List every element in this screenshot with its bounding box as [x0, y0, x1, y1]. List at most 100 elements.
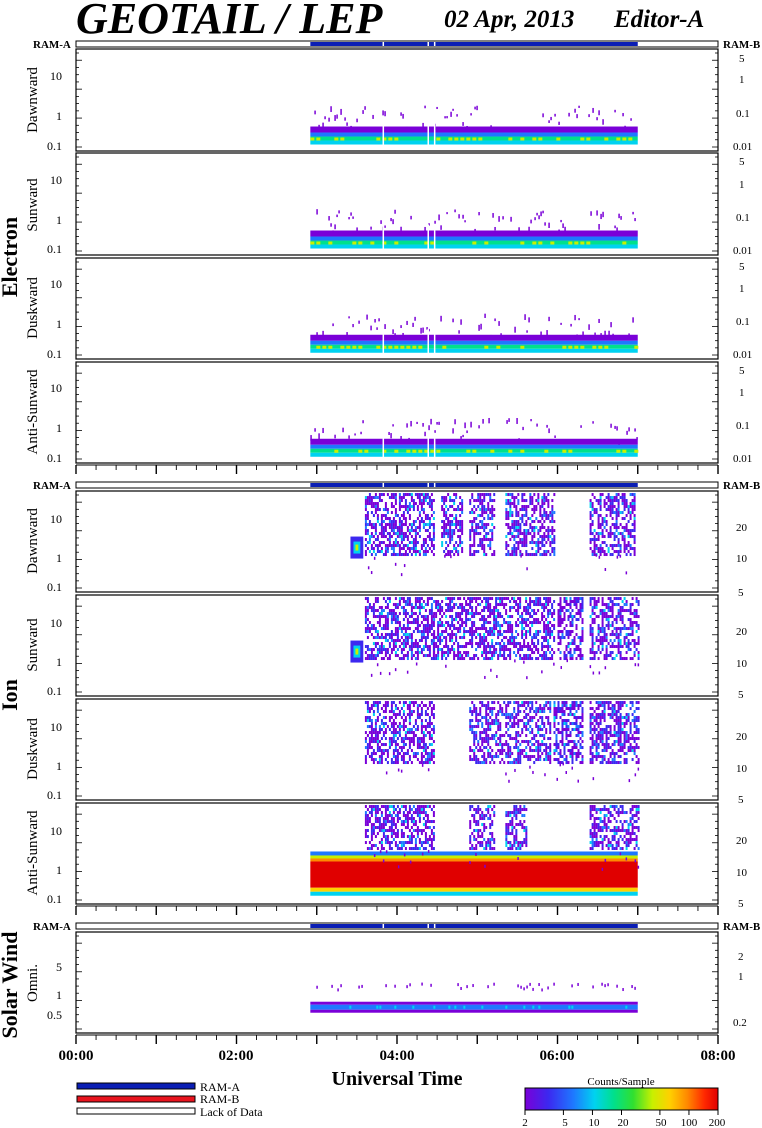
band-green	[310, 344, 638, 349]
right-tick-label-e1-c: 0.1	[736, 212, 750, 224]
right-tick-label-i3-c: 5	[738, 898, 744, 910]
panel-label-ion-dawnward: Dawnward	[25, 508, 41, 574]
y-tick-label-i2-b: 1	[56, 759, 62, 773]
gap-1	[427, 224, 429, 251]
panel-ticks-8	[76, 935, 718, 1030]
ion-burst-4	[589, 493, 636, 575]
legend-swatch-lack	[76, 1107, 196, 1115]
right-tick-label-e3-d: 0.01	[733, 453, 752, 465]
gap-2	[433, 120, 436, 147]
right-tick-label-s0-b: 1	[738, 971, 744, 983]
legend-label-ram-b: RAM-B	[200, 1092, 239, 1106]
sw-band-purple	[310, 1001, 638, 1005]
gap-2	[433, 224, 436, 251]
band-cyan	[310, 348, 638, 353]
y-tick-label-i1-b: 1	[56, 655, 62, 669]
sat-top-blue	[310, 851, 638, 856]
right-tick-label-s0-c: 0.2	[733, 1017, 747, 1029]
y-tick-label-e1-a: 10	[50, 173, 62, 187]
y-tick-label-i1-a: 10	[50, 616, 62, 630]
y-tick-label-e3-a: 10	[50, 381, 62, 395]
right-tick-label-e3-b: 1	[739, 387, 745, 399]
panel-label-electron-dawnward: Dawnward	[25, 67, 41, 133]
figure-editor: Editor-A	[613, 6, 704, 33]
status-gap-0-2	[433, 42, 436, 46]
y-tick-label-s0-a: 5	[56, 960, 62, 974]
y-tick-label-e2-b: 1	[56, 317, 62, 331]
ion-blob	[350, 536, 364, 559]
x-tick-label-3: 06:00	[540, 1048, 575, 1064]
band-blue	[310, 236, 638, 241]
y-tick-label-e2-a: 10	[50, 277, 62, 291]
ion-burst-2	[553, 701, 584, 783]
colorbar-ticks	[524, 1110, 719, 1115]
panel-frame-2	[75, 257, 719, 360]
ion-burst-2	[469, 493, 496, 557]
figure-date: 02 Apr, 2013	[444, 6, 574, 33]
panel-data-0	[310, 105, 638, 147]
y-tick-label-e2-c: 0.1	[47, 347, 62, 361]
x-tick-label-1: 02:00	[219, 1048, 254, 1064]
right-tick-label-e1-a: 5	[739, 156, 745, 168]
gap-0	[382, 120, 385, 147]
ion-burst-3	[505, 493, 556, 571]
ion-burst-1	[433, 597, 556, 680]
y-tick-label-e1-b: 1	[56, 213, 62, 227]
right-tick-label-e0-c: 0.1	[736, 108, 750, 120]
panel-ion-sunward: Sunward 10 1 0.1 20 10 5	[25, 616, 748, 701]
y-tick-label-e0-b: 1	[56, 109, 62, 123]
colorbar-tick-label-6: 200	[709, 1117, 726, 1128]
status-right-label-ion: RAM-B	[723, 480, 761, 492]
right-tick-label-e3-c: 0.1	[736, 420, 750, 432]
y-tick-label-s0-c: 0.5	[47, 1008, 62, 1022]
right-tick-label-e2-b: 1	[739, 283, 745, 295]
gap-2	[433, 328, 436, 355]
panel-electron-duskward: Duskward 10 1 0.1 5 1 0.1 0.01	[25, 261, 752, 361]
ion-burst-3	[589, 597, 640, 675]
y-tick-label-e3-b: 1	[56, 421, 62, 435]
right-tick-label-e1-d: 0.01	[733, 245, 752, 257]
panel-ion-anti-sunward: Anti-Sunward 10 1 0.1 20 10 5	[25, 810, 748, 910]
status-right-label-electron: RAM-B	[723, 39, 761, 51]
ion-burst-0	[364, 701, 435, 775]
right-tick-label-i2-b: 10	[736, 763, 748, 775]
sat-bot-yellow	[310, 887, 638, 892]
y-tick-label-e1-c: 0.1	[47, 242, 62, 256]
y-tick-label-e0-c: 0.1	[47, 139, 62, 153]
colorbar-tick-label-4: 50	[656, 1117, 668, 1128]
band-cyan	[310, 244, 638, 249]
y-tick-label-s0-b: 1	[56, 988, 62, 1002]
ion-burst-2	[557, 597, 584, 670]
time-axis-ticks-1	[75, 905, 719, 915]
x-axis-title: Universal Time	[332, 1068, 463, 1090]
y-tick-label-i2-c: 0.1	[47, 788, 62, 802]
status-gap-2-2	[433, 924, 436, 928]
x-tick-label-4: 08:00	[701, 1048, 736, 1064]
sat-top-orange	[310, 858, 638, 862]
sw-band-blue	[310, 1004, 638, 1010]
y-tick-label-i1-c: 0.1	[47, 684, 62, 698]
ion-burst-1	[469, 701, 552, 783]
group-label-ion: Ion	[0, 679, 22, 711]
panel-frame-1	[75, 152, 719, 256]
right-tick-label-e2-d: 0.01	[733, 349, 752, 361]
colorbar: Counts/Sample 2 5 10 20 50 100 200	[522, 1076, 726, 1128]
panel-data-5	[350, 597, 640, 680]
panel-label-ion-duskward: Duskward	[25, 718, 41, 780]
panel-frame-7	[75, 802, 719, 905]
right-tick-label-i0-c: 5	[738, 587, 744, 599]
ion-burst-1	[469, 805, 496, 868]
status-gap-1-1	[427, 483, 429, 487]
panel-label-solar-wind-omni: Omni.	[25, 964, 41, 1002]
y-tick-label-i0-a: 10	[50, 512, 62, 526]
colorbar-tick-label-2: 10	[589, 1117, 601, 1128]
colorbar-tick-label-5: 100	[681, 1117, 698, 1128]
spectrogram-data	[310, 105, 640, 1013]
colorbar-tick-label-0: 2	[522, 1117, 528, 1128]
x-tick-label-0: 00:00	[59, 1048, 94, 1064]
panel-data-4	[350, 493, 636, 577]
ion-burst-0	[364, 493, 435, 577]
panel-data-1	[310, 209, 638, 251]
right-tick-label-i3-a: 20	[736, 835, 748, 847]
